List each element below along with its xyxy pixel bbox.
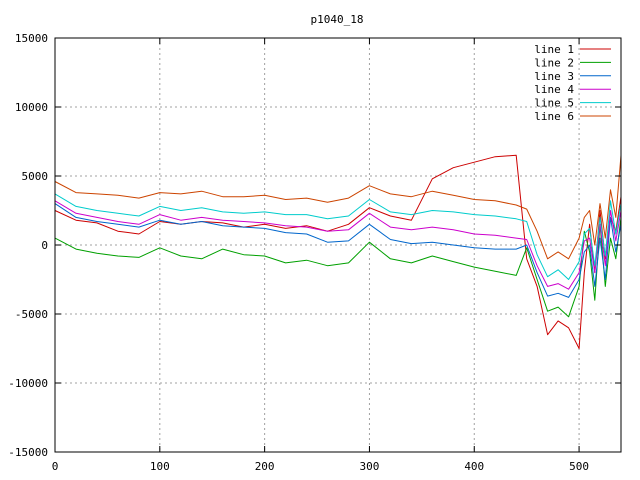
axis-ticks: 0 100 200 300 400 500 -15000 -10000 -5000 0 5000 10… xyxy=(8,32,621,473)
legend-label: line 5 xyxy=(534,97,574,110)
x-tick-label: 500 xyxy=(569,460,589,473)
y-tick-label: 10000 xyxy=(15,101,48,114)
legend-label: line 2 xyxy=(534,56,574,69)
legend-label: line 1 xyxy=(534,43,574,56)
series-line-5 xyxy=(54,193,622,280)
x-tick-label: 100 xyxy=(150,460,170,473)
x-tick-label: 400 xyxy=(464,460,484,473)
y-tick-label: 5000 xyxy=(22,170,49,183)
legend-label: line 6 xyxy=(534,110,574,123)
x-tick-label: 200 xyxy=(255,460,275,473)
legend-label: line 4 xyxy=(534,83,574,96)
x-tick-label: 300 xyxy=(360,460,380,473)
series-line-2 xyxy=(54,217,622,318)
series-line-6 xyxy=(54,155,622,260)
y-tick-label: -15000 xyxy=(8,446,48,459)
x-tick-label: 0 xyxy=(52,460,59,473)
y-tick-label: -10000 xyxy=(8,377,48,390)
y-tick-label: -5000 xyxy=(15,308,48,321)
y-tick-label: 15000 xyxy=(15,32,48,45)
series-lines xyxy=(54,154,622,349)
chart-title: p1040_18 xyxy=(311,13,364,26)
y-tick-label: 0 xyxy=(41,239,48,252)
legend-label: line 3 xyxy=(534,70,574,83)
series-line-4 xyxy=(54,200,622,290)
series-line-3 xyxy=(54,203,622,298)
